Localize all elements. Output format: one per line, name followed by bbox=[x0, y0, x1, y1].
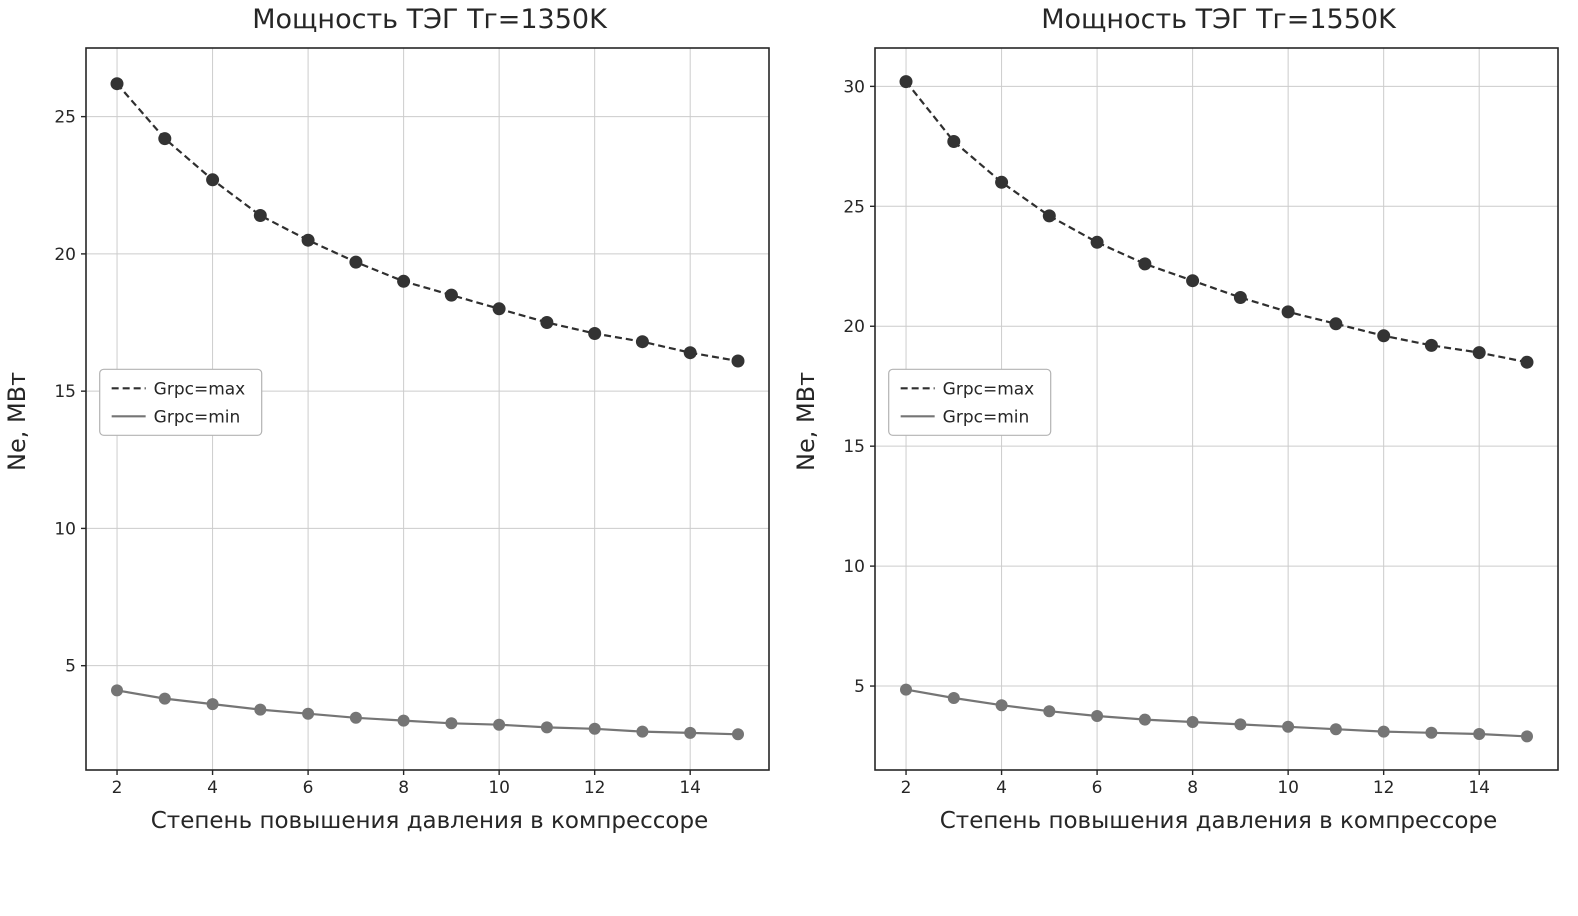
x-axis-label: Степень повышения давления в компрессоре bbox=[150, 808, 709, 834]
plot-row: Ne, МВт 2 4 6 8 10 12 14 5 10 15 20 25 30 Grpc=max Grp… bbox=[789, 38, 1578, 804]
svg-text:6: 6 bbox=[1092, 778, 1103, 798]
y-axis-label: Ne, МВт bbox=[792, 371, 820, 471]
svg-text:Grpc=min: Grpc=min bbox=[154, 407, 241, 427]
svg-text:10: 10 bbox=[843, 557, 865, 577]
chart-figure-1550k: Мощность ТЭГ Тг=1550K Ne, МВт 2 4 6 8 10 12 14… bbox=[789, 0, 1578, 844]
svg-text:20: 20 bbox=[843, 317, 865, 337]
chart-figure-1350k: Мощность ТЭГ Тг=1350K Ne, МВт 2 4 6 8 10 12 14… bbox=[0, 0, 789, 844]
svg-text:4: 4 bbox=[996, 778, 1007, 798]
svg-text:15: 15 bbox=[843, 437, 865, 457]
chart-title: Мощность ТЭГ Тг=1350K bbox=[252, 4, 607, 35]
svg-text:14: 14 bbox=[1468, 778, 1490, 798]
svg-text:Grpc=max: Grpc=max bbox=[943, 379, 1035, 399]
svg-text:12: 12 bbox=[584, 778, 606, 798]
svg-text:2: 2 bbox=[112, 778, 123, 798]
figure-page: { "chart_data": [ { "type": "line", "tit… bbox=[0, 0, 1578, 844]
svg-text:10: 10 bbox=[488, 778, 510, 798]
svg-text:6: 6 bbox=[303, 778, 314, 798]
plot-row: Ne, МВт 2 4 6 8 10 12 14 5 10 15 20 25 Grpc=max Grpc=… bbox=[0, 38, 789, 804]
svg-text:Grpc=min: Grpc=min bbox=[943, 407, 1030, 427]
svg-text:8: 8 bbox=[1187, 778, 1198, 798]
svg-text:10: 10 bbox=[54, 519, 76, 539]
svg-text:2: 2 bbox=[901, 778, 912, 798]
y-axis-label: Ne, МВт bbox=[3, 371, 31, 471]
svg-text:25: 25 bbox=[54, 108, 76, 128]
svg-text:30: 30 bbox=[843, 77, 865, 97]
x-axis-label: Степень повышения давления в компрессоре bbox=[939, 808, 1498, 834]
plot-area: 2 4 6 8 10 12 14 5 10 15 20 25 30 Grpc=max Grpc=min bbox=[843, 47, 1559, 798]
svg-text:Grpc=max: Grpc=max bbox=[154, 379, 246, 399]
chart-title: Мощность ТЭГ Тг=1550K bbox=[1041, 4, 1396, 35]
plot-area: 2 4 6 8 10 12 14 5 10 15 20 25 Grpc=max Grpc=min bbox=[54, 47, 770, 798]
svg-text:10: 10 bbox=[1277, 778, 1299, 798]
svg-text:4: 4 bbox=[207, 778, 218, 798]
svg-text:12: 12 bbox=[1373, 778, 1395, 798]
svg-text:15: 15 bbox=[54, 382, 76, 402]
svg-text:8: 8 bbox=[398, 778, 409, 798]
svg-text:5: 5 bbox=[854, 677, 865, 697]
svg-text:25: 25 bbox=[843, 197, 865, 217]
svg-text:20: 20 bbox=[54, 245, 76, 265]
svg-text:14: 14 bbox=[679, 778, 701, 798]
svg-text:5: 5 bbox=[65, 657, 76, 677]
